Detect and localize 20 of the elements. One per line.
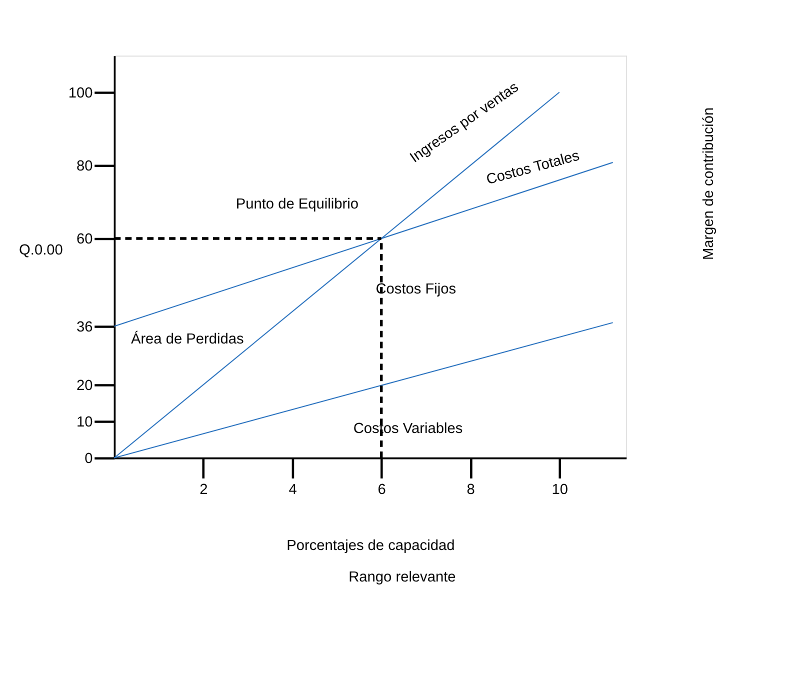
x-tick-label: 2 <box>200 482 208 498</box>
text: Costos Totales <box>484 148 582 188</box>
y-tick-label: 60 <box>76 232 93 248</box>
y-tick-label: 10 <box>76 414 93 430</box>
y-tick-label: 0 <box>84 450 93 467</box>
text: Margen de contribución <box>700 107 717 260</box>
y-tick-label: 100 <box>68 85 93 102</box>
text: Rango relevante <box>348 569 456 586</box>
y-tick-label: 36 <box>76 319 93 336</box>
x-tick-label: 8 <box>466 482 475 498</box>
x-tick-label: 10 <box>552 482 568 498</box>
y-axis-title: Q.0.00 <box>19 242 63 258</box>
annotation: Área de Perdidas <box>130 330 244 348</box>
x-tick-label: 4 <box>288 482 297 498</box>
y-tick-label: 20 <box>76 378 93 394</box>
annotation: Punto de Equilibrio <box>236 196 358 212</box>
x-axis-title: Porcentajes de capacidad <box>286 538 455 554</box>
x-tick-label: 6 <box>378 482 386 498</box>
y-tick-label: 80 <box>76 158 93 174</box>
annotation: Costos Fijos <box>376 281 456 298</box>
